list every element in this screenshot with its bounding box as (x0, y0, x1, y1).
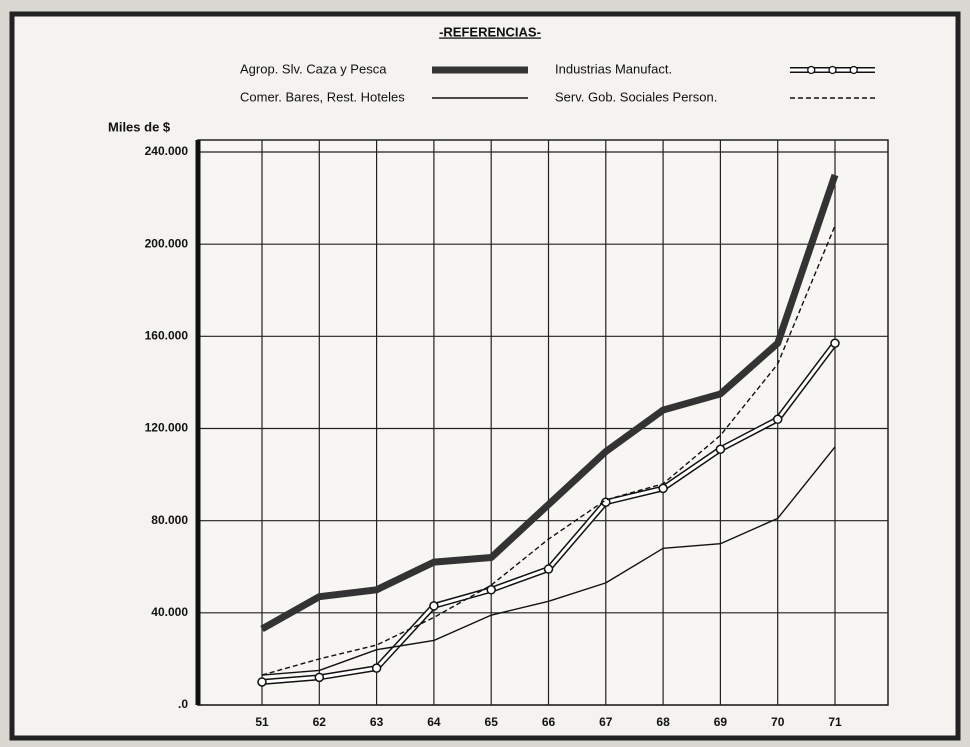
point-marker (314, 672, 325, 683)
plot-area (197, 139, 889, 706)
y-tick-label: 40.000 (151, 605, 188, 619)
legend-marker (828, 65, 837, 75)
x-tick-label: 69 (714, 715, 728, 729)
point-marker (543, 564, 554, 574)
y-axis-label: Miles de $ (108, 119, 171, 134)
legend-label: Agrop. Slv. Caza y Pesca (240, 61, 387, 76)
x-tick-label: 65 (485, 715, 499, 729)
series-line (261, 446, 836, 676)
point-marker (486, 585, 496, 595)
x-tick-label: 66 (542, 715, 556, 729)
legend-label: Comer. Bares, Rest. Hoteles (240, 89, 405, 104)
y-tick-label: 160.000 (145, 329, 189, 343)
point-marker (658, 483, 668, 494)
point-marker (772, 414, 783, 425)
y-tick-label: .0 (178, 697, 188, 711)
point-marker (371, 663, 382, 673)
series-line (261, 225, 836, 676)
x-tick-label: 63 (370, 715, 384, 729)
point-marker (429, 601, 439, 611)
x-tick-label: 64 (427, 715, 441, 729)
point-marker (830, 338, 840, 348)
legend-marker (849, 65, 858, 75)
point-marker (715, 444, 726, 454)
x-tick-label: 71 (828, 715, 842, 729)
y-tick-label: 240.000 (145, 144, 189, 158)
chart-title: -REFERENCIAS- (439, 24, 541, 39)
series-line (260, 173, 839, 633)
x-tick-label: 62 (313, 715, 327, 729)
legend-label: Industrias Manufact. (555, 61, 672, 76)
y-tick-label: 200.000 (145, 236, 189, 250)
y-tick-label: 80.000 (151, 513, 188, 527)
x-tick-label: 68 (656, 715, 670, 729)
x-tick-label: 70 (771, 715, 785, 729)
x-tick-label: 67 (599, 715, 613, 729)
legend-label: Serv. Gob. Sociales Person. (555, 89, 717, 104)
legend-marker (807, 65, 816, 75)
point-marker (257, 677, 267, 687)
x-tick-label: 51 (255, 715, 269, 729)
y-tick-label: 120.000 (145, 421, 189, 435)
